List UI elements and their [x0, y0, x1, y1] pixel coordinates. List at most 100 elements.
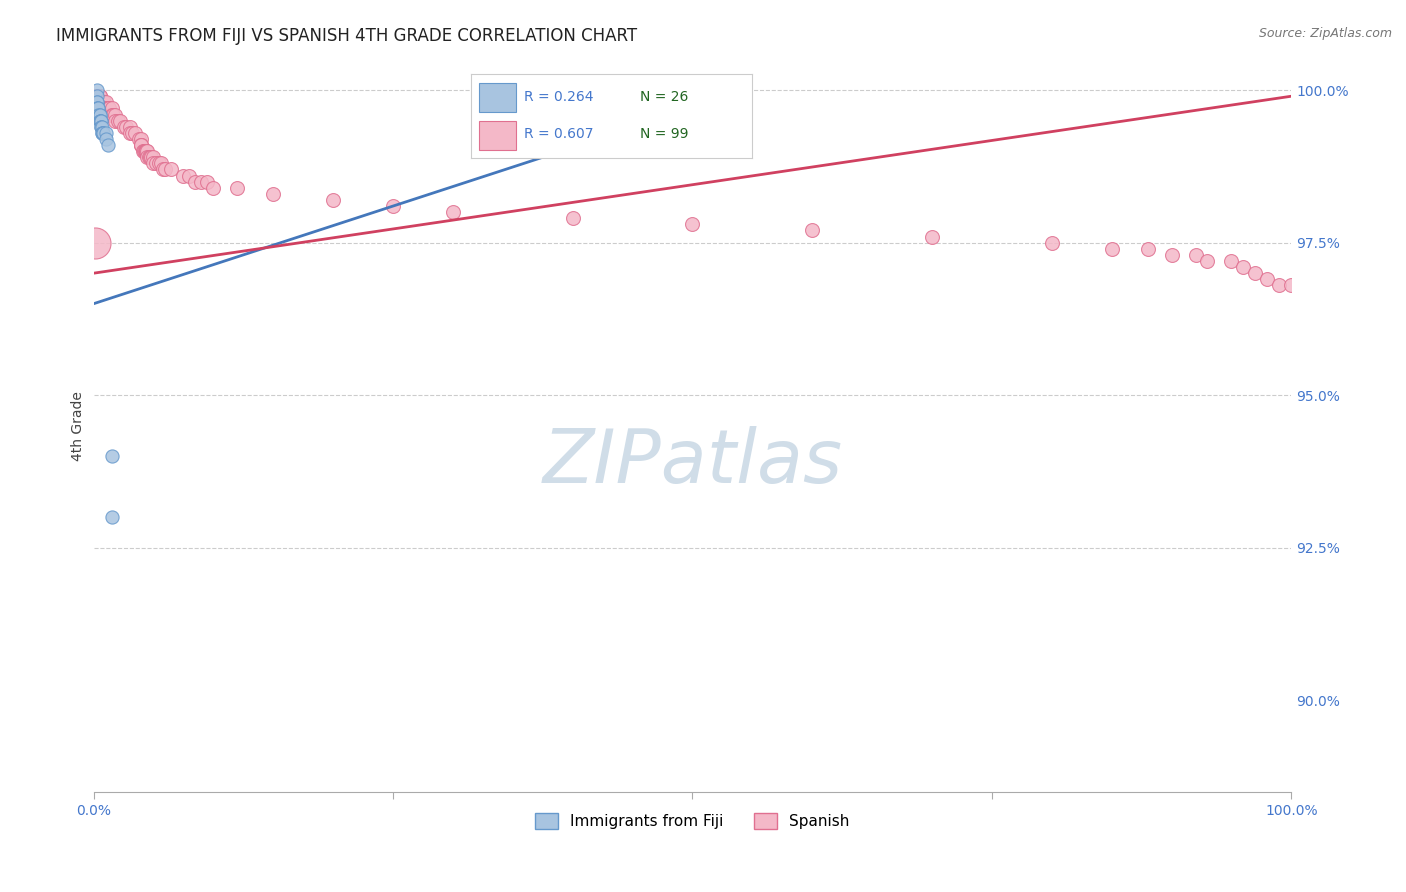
Point [115, 120, 138, 134]
Point [322, 193, 344, 207]
Point [1244, 266, 1267, 280]
Point [124, 126, 146, 140]
Point [190, 175, 212, 189]
Point [179, 169, 201, 183]
Point [89, 95, 111, 110]
Point [155, 162, 177, 177]
Point [87, 95, 110, 110]
Point [86, 102, 108, 116]
Point [84, 89, 107, 103]
Point [86, 83, 108, 97]
Point [145, 156, 167, 170]
Point [1256, 272, 1278, 286]
Point [1184, 248, 1206, 262]
Point [134, 144, 156, 158]
Point [90, 120, 112, 134]
Point [195, 175, 218, 189]
Y-axis label: 4th Grade: 4th Grade [72, 391, 86, 460]
Point [90, 95, 112, 110]
Point [142, 150, 165, 164]
Point [681, 218, 703, 232]
Point [112, 120, 135, 134]
Point [89, 107, 111, 121]
Text: IMMIGRANTS FROM FIJI VS SPANISH 4TH GRADE CORRELATION CHART: IMMIGRANTS FROM FIJI VS SPANISH 4TH GRAD… [56, 27, 637, 45]
Point [118, 120, 141, 134]
Point [87, 107, 110, 121]
Point [87, 89, 110, 103]
Point [98, 102, 121, 116]
Point [86, 89, 108, 103]
Text: Source: ZipAtlas.com: Source: ZipAtlas.com [1258, 27, 1392, 40]
Point [139, 150, 162, 164]
Point [1268, 278, 1291, 293]
Point [91, 95, 114, 110]
Point [801, 223, 824, 237]
Point [86, 89, 108, 103]
Point [90, 113, 112, 128]
Point [97, 102, 120, 116]
Point [100, 107, 122, 121]
Point [136, 144, 159, 158]
Point [184, 175, 207, 189]
Point [86, 89, 108, 103]
Point [100, 450, 122, 464]
Point [91, 126, 114, 140]
Point [89, 107, 111, 121]
Point [93, 95, 115, 110]
Point [1040, 235, 1063, 250]
Point [104, 107, 127, 121]
Point [1136, 242, 1159, 256]
Point [121, 126, 143, 140]
Point [86, 95, 108, 110]
Point [149, 156, 172, 170]
Point [93, 102, 115, 116]
Point [97, 138, 120, 153]
Point [89, 89, 111, 103]
Point [135, 144, 157, 158]
Point [89, 113, 111, 128]
Point [91, 126, 114, 140]
Point [131, 144, 153, 158]
Point [91, 95, 114, 110]
Point [136, 150, 159, 164]
Point [98, 107, 121, 121]
Point [96, 102, 118, 116]
Point [97, 102, 120, 116]
Point [131, 138, 153, 153]
Point [90, 113, 112, 128]
Point [100, 510, 122, 524]
Point [91, 120, 114, 134]
Legend: Immigrants from Fiji, Spanish: Immigrants from Fiji, Spanish [529, 807, 856, 836]
Point [152, 162, 174, 177]
Point [87, 102, 110, 116]
Point [94, 126, 117, 140]
Point [139, 150, 162, 164]
Point [100, 102, 122, 116]
Point [89, 89, 111, 103]
Point [108, 113, 131, 128]
Point [921, 229, 943, 244]
Point [1220, 254, 1243, 268]
Point [94, 95, 117, 110]
Point [138, 150, 160, 164]
Point [118, 126, 141, 140]
Point [131, 138, 153, 153]
Point [83, 89, 105, 103]
Point [87, 89, 110, 103]
Point [83, 235, 105, 250]
Point [91, 102, 114, 116]
Point [1232, 260, 1254, 274]
Text: ZIPatlas: ZIPatlas [543, 426, 842, 499]
Point [561, 211, 583, 226]
Point [104, 113, 127, 128]
Point [86, 95, 108, 110]
Point [86, 89, 108, 103]
Point [202, 180, 225, 194]
Point [86, 95, 108, 110]
Point [160, 162, 183, 177]
Point [1197, 254, 1219, 268]
Point [84, 89, 107, 103]
Point [87, 102, 110, 116]
Point [91, 126, 114, 140]
Point [148, 156, 170, 170]
